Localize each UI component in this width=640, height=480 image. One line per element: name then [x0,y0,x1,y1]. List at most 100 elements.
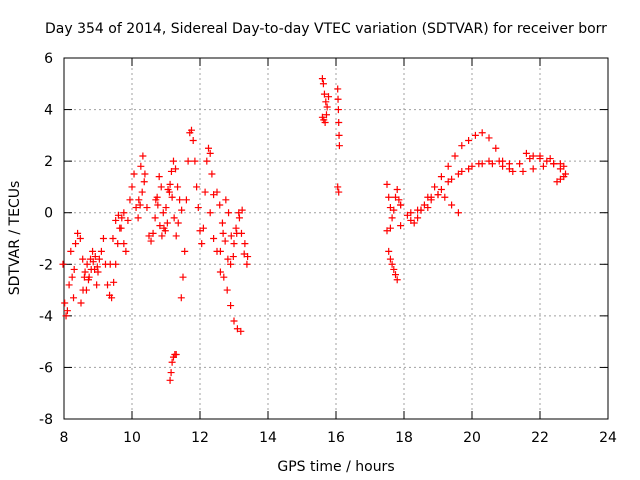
data-point [321,118,329,126]
data-point [158,232,166,240]
data-point [235,209,243,217]
data-point [227,232,235,240]
data-point [74,229,82,237]
series-east-tail [522,149,569,186]
data-point [556,165,564,173]
data-point [117,224,125,232]
data-point [216,268,224,276]
data-point [87,265,95,273]
data-point [390,265,398,273]
data-point [407,209,415,217]
data-point [222,196,230,204]
y-tick-label: 2 [44,154,53,170]
data-point [143,204,151,212]
data-point [68,273,76,281]
data-point [407,216,415,224]
data-point [145,232,153,240]
x-tick-label: 10 [123,430,141,446]
data-point [147,237,155,245]
series-center-dense [135,152,186,245]
data-point [172,165,180,173]
data-point [519,167,527,175]
data-point [230,240,238,248]
data-point [216,201,224,209]
data-point [485,134,493,142]
data-point [152,196,160,204]
data-point [174,183,182,191]
data-point [516,160,524,168]
data-point [120,209,128,217]
data-point [495,157,503,165]
data-point [168,358,176,366]
data-point [448,201,456,209]
series-west-cluster-b [77,209,128,307]
data-point [191,157,199,165]
data-point [140,178,148,186]
data-point [240,250,248,258]
data-point [325,93,333,101]
data-point [243,260,251,268]
data-point [208,170,216,178]
data-point [478,129,486,137]
data-point [414,206,422,214]
data-point [108,294,116,302]
data-point [114,211,122,219]
data-point [182,196,190,204]
data-point [223,286,231,294]
data-point [138,188,146,196]
data-point [178,206,186,214]
data-point [136,201,144,209]
data-point [492,144,500,152]
y-tick-label: -6 [39,360,53,376]
data-point [176,196,184,204]
data-point [536,155,544,163]
data-point [335,142,343,150]
x-tick-labels: 8 10 12 14 16 18 20 22 24 [60,430,617,446]
data-point [210,235,218,242]
data-point [395,196,403,204]
data-point [499,162,507,170]
data-point [218,219,226,227]
data-point [198,240,206,248]
data-point [76,235,84,242]
data-point [70,294,78,302]
data-point [91,253,99,261]
data-point [157,183,165,191]
data-point [213,188,221,196]
data-point [318,75,326,83]
data-point [132,204,140,212]
y-tick-label: 0 [44,206,53,222]
data-point [441,193,449,201]
data-point [475,160,483,168]
data-point [322,111,330,119]
x-tick-label: 14 [259,430,277,446]
data-point [168,193,176,201]
x-tick-label: 16 [327,430,345,446]
data-point [203,157,211,165]
x-axis-label: GPS time / hours [277,459,394,475]
data-point [70,265,78,273]
data-point [434,191,442,199]
data-point [174,219,182,227]
data-point [95,255,103,263]
data-point [529,165,537,173]
data-point [522,149,530,157]
data-point [160,224,168,232]
data-point [79,286,87,294]
data-point [320,90,328,98]
data-point [451,152,459,160]
data-point [454,170,462,178]
y-tick-label: 4 [44,103,53,119]
data-point [124,216,132,224]
data-point [388,260,396,268]
data-point [509,167,517,175]
x-tick-label: 12 [191,430,209,446]
data-point [334,95,342,103]
data-point [444,178,452,186]
data-point [67,247,75,255]
data-point [85,273,93,281]
data-point [393,276,401,284]
series-center-right-b [213,188,251,268]
data-point [322,98,330,106]
data-point [154,201,162,209]
